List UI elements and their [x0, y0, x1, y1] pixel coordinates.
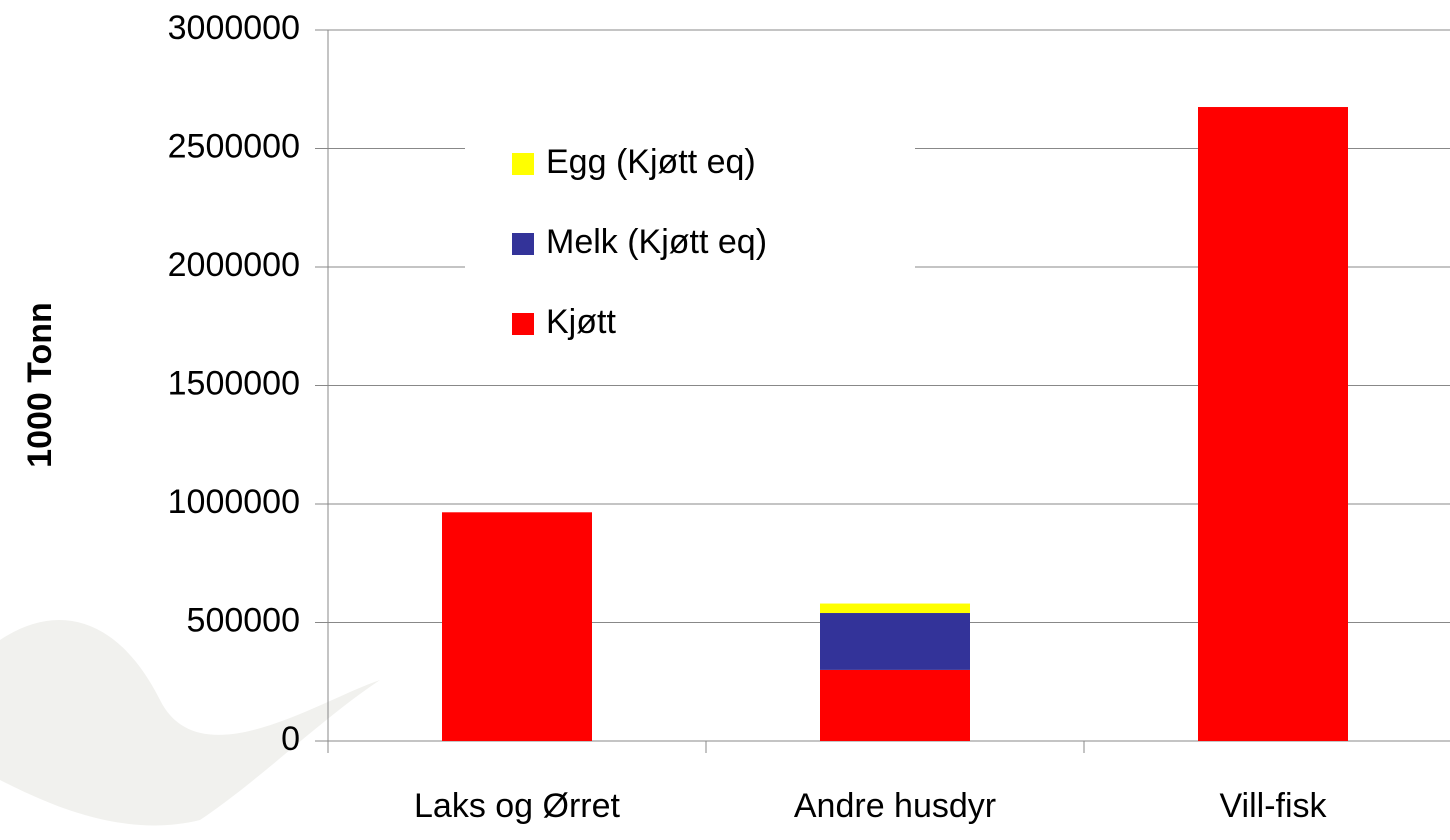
y-tick-label: 2000000	[168, 246, 300, 284]
y-axis-label: 1000 Tonn	[21, 302, 59, 468]
bar-segment	[442, 512, 592, 741]
watermark	[0, 620, 380, 825]
y-tick-label: 1000000	[168, 483, 300, 521]
x-tick-label: Vill-fisk	[1219, 787, 1327, 825]
bar-segment	[820, 670, 970, 741]
legend-swatch	[512, 233, 534, 255]
bar-segment	[1198, 107, 1348, 741]
legend-label: Egg (Kjøtt eq)	[546, 143, 756, 181]
x-tick-label: Laks og Ørret	[414, 787, 621, 825]
legend-label: Kjøtt	[546, 303, 616, 341]
bar-segment	[820, 604, 970, 613]
bar-segment	[820, 613, 970, 670]
x-tick-label: Andre husdyr	[794, 787, 996, 825]
chart: 1000 Tonn 0 500000 1000000 1500000 2000000 25…	[0, 0, 1450, 840]
legend-swatch	[512, 313, 534, 335]
y-tick-label: 3000000	[168, 9, 300, 47]
y-tick-label: 0	[281, 720, 300, 758]
y-tick-label: 1500000	[168, 364, 300, 402]
y-tick-label: 2500000	[168, 127, 300, 165]
legend-label: Melk (Kjøtt eq)	[546, 223, 767, 261]
y-tick-label: 500000	[187, 601, 300, 639]
legend-swatch	[512, 153, 534, 175]
